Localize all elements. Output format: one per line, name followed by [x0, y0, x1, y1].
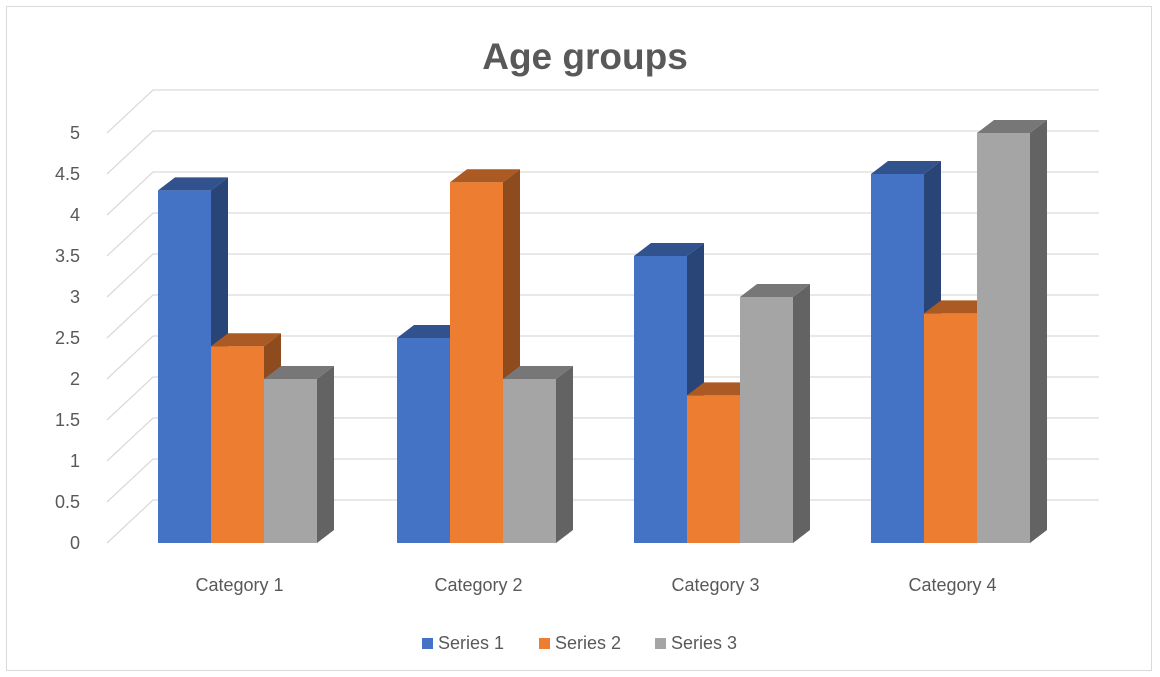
bar-top: [924, 300, 994, 314]
y-tick-label: 2.5: [55, 328, 80, 348]
bar-front: [158, 190, 211, 543]
legend-label: Series 3: [671, 633, 737, 653]
bar-top: [740, 284, 810, 297]
bar-top: [158, 177, 228, 191]
bar-top: [634, 243, 704, 256]
bar-front: [687, 395, 740, 543]
bar-top: [503, 366, 573, 379]
bar: [740, 284, 810, 543]
bar-side: [1030, 120, 1047, 543]
y-tick-label: 0: [70, 533, 80, 553]
legend-label: Series 2: [555, 633, 621, 653]
bar-front: [924, 313, 977, 543]
gridline: [106, 253, 1099, 298]
gridline: [106, 212, 1099, 257]
y-tick-label: 4: [70, 205, 80, 225]
chart-title: Age groups: [482, 36, 688, 77]
y-tick-label: 1: [70, 451, 80, 471]
gridline: [106, 130, 1099, 175]
bar-top: [397, 325, 467, 338]
legend-item: Series 1: [422, 633, 504, 653]
gridline: [106, 89, 1099, 134]
legend-label: Series 1: [438, 633, 504, 653]
bar-top: [264, 366, 334, 379]
legend-item: Series 3: [655, 633, 737, 653]
legend: Series 1 Series 2 Series 3: [422, 633, 737, 653]
y-axis-tick-labels: 0 0.5 1 1.5 2 2.5 3 3.5 4 4.5 5: [55, 123, 80, 553]
x-tick-label: Category 3: [671, 575, 759, 595]
x-tick-label: Category 4: [908, 575, 996, 595]
bar-top: [450, 169, 520, 183]
legend-swatch: [655, 638, 666, 649]
bar-front: [397, 338, 450, 543]
bar-top: [871, 161, 941, 174]
bar-side: [317, 366, 334, 543]
legend-item: Series 2: [539, 633, 621, 653]
gridline: [106, 171, 1099, 216]
bar: [503, 366, 573, 543]
bar-front: [503, 379, 556, 543]
bar-front: [634, 256, 687, 543]
y-tick-label: 2: [70, 369, 80, 389]
bar-front: [264, 379, 317, 543]
x-tick-label: Category 1: [195, 575, 283, 595]
bars: [158, 120, 1047, 543]
bar-front: [450, 182, 503, 543]
x-axis-tick-labels: Category 1 Category 2 Category 3 Category 4: [195, 575, 996, 595]
y-tick-label: 3.5: [55, 246, 80, 266]
bar-front: [740, 297, 793, 543]
bar-top: [211, 333, 281, 347]
y-tick-label: 3: [70, 287, 80, 307]
gridlines: [106, 89, 1099, 544]
bar: [158, 177, 228, 543]
x-tick-label: Category 2: [434, 575, 522, 595]
bar-top: [687, 382, 757, 396]
bar: [977, 120, 1047, 543]
legend-swatch: [422, 638, 433, 649]
bar-front: [871, 174, 924, 543]
legend-swatch: [539, 638, 550, 649]
y-tick-label: 1.5: [55, 410, 80, 430]
chart-canvas: Age groups 0 0.5 1 1.5 2 2.5 3 3.5 4 4.5 5 Categor…: [55, 36, 1099, 653]
bar-side: [793, 284, 810, 543]
bar: [264, 366, 334, 543]
bar-top: [977, 120, 1047, 133]
chart-area: Age groups 0 0.5 1 1.5 2 2.5 3 3.5 4 4.5 5 Categor…: [6, 6, 1152, 671]
bar-side: [556, 366, 573, 543]
bar-front: [211, 346, 264, 543]
y-tick-label: 5: [70, 123, 80, 143]
y-tick-label: 0.5: [55, 492, 80, 512]
y-tick-label: 4.5: [55, 164, 80, 184]
bar-front: [977, 133, 1030, 543]
